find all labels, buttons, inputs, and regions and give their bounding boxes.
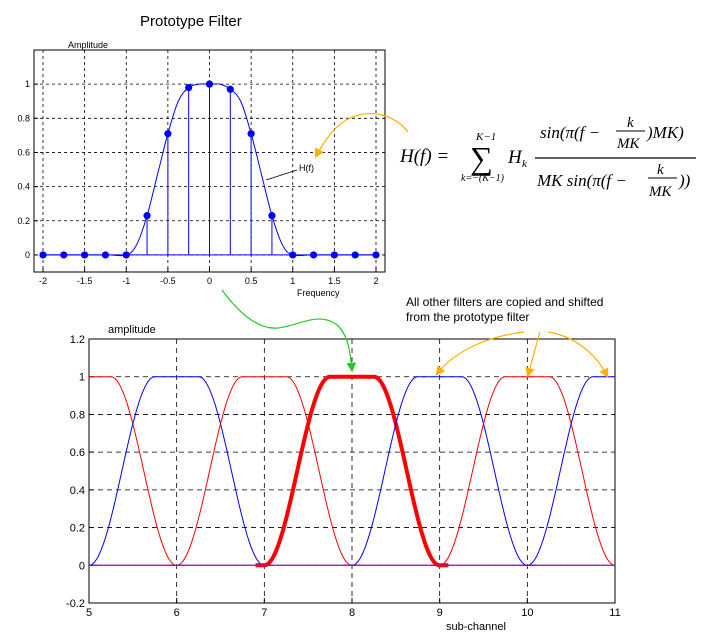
top-chart-stem-point [372,251,380,259]
bottom-chart-ytick-label: 1.2 [70,334,85,346]
top-chart-ytick-label: 0.8 [17,113,30,123]
bottom-chart-xtick-label: 11 [609,607,620,619]
top-chart-xtick-label: 1.5 [328,276,341,286]
bottom-chart-ytick-label: 0.2 [70,523,85,535]
bottom-chart-plot-area: 5 6 7 8 9 10 11 -0.2 0 0.2 0.4 0.6 0.8 1 1.2 [66,334,621,619]
top-chart-stem-point [143,212,151,220]
formula-den-frac-den: MK [648,184,672,200]
bottom-chart-ytick-label: -0.2 [66,598,85,610]
formula-coef: H [507,147,523,168]
top-chart-stem-point [185,83,193,92]
top-chart-ytick-label: 0.6 [17,147,30,157]
bottom-chart-xtick-label: 6 [174,607,180,619]
bottom-chart-ytick-label: 0.6 [70,447,85,459]
top-chart-xtick-label: 0 [207,276,212,286]
bottom-chart-xtick-label: 9 [437,607,443,619]
top-chart-xlabel: Frequency [297,288,340,298]
formula-denominator-a: MK sin(π(f − [536,171,627,190]
top-chart-xtick-label: 0.5 [245,276,258,286]
top-chart-xtick-label: -0.5 [160,276,176,286]
top-chart-ytick-label: 1 [25,79,30,89]
bottom-chart-ytick-label: 1 [79,372,85,384]
annotation-line1: All other filters are copied and shifted [406,295,603,309]
bottom-chart-filter-curve [343,376,537,566]
top-chart-xtick-label: 1 [290,276,295,286]
top-chart-stem-point [101,251,110,259]
formula-den-frac-num: k [657,162,664,178]
top-chart-ytick-label: 0.4 [17,182,30,192]
prototype-arrow [221,289,357,373]
top-chart-ytick-label: 0.2 [17,216,30,226]
top-chart-stem-point [289,251,297,259]
formula-sigma: ∑ [470,140,493,176]
top-chart-ytick-label: 0 [25,250,30,260]
copy-arrow-right [547,331,609,379]
bottom-chart-ylabel: amplitude [108,324,156,336]
copy-arrow-left [435,331,525,376]
annotation-line2: from the prototype filter [406,310,529,324]
curve-label-pointer [265,169,298,181]
top-chart-title: Prototype Filter [140,13,242,30]
copy-arrow-middle [525,331,541,378]
top-chart-stem-point [309,251,318,259]
top-chart-ylabel: Amplitude [68,40,108,50]
top-chart-stem-point [81,251,89,259]
bottom-chart-prototype-filter [255,374,449,568]
formula-denominator-b: )) [678,171,691,190]
formula: H(f) = K−1 ∑ k=−(K−1) H k sin(π(f − k MK… [399,115,696,200]
bottom-chart-xtick-label: 5 [86,607,92,619]
top-chart-stem-point [330,251,338,259]
top-chart-stem-point [205,80,214,88]
top-chart-xtick-label: -2 [39,276,47,286]
top-chart-stem-point [351,251,359,259]
top-chart-stem-point [226,85,234,93]
top-chart-xtick-label: -1.5 [77,276,93,286]
bottom-chart-filter-curve [89,376,186,566]
formula-arrow [314,113,409,159]
formula-sum-bottom: k=−(K−1) [461,173,505,184]
top-chart-stem-point [164,130,172,138]
top-chart-stem-point [60,251,68,259]
bottom-chart-filter-curve [518,376,615,566]
top-chart-stem-point [247,130,255,138]
bottom-chart-ytick-label: 0 [79,560,85,572]
bottom-chart-xlabel: sub-channel [446,621,506,633]
bottom-chart-filter-curve [167,376,361,566]
bottom-chart-ytick-label: 0.4 [70,485,85,497]
bottom-chart-ytick-label: 0.8 [70,409,85,421]
top-chart-xtick-label: -1 [122,276,130,286]
formula-lhs: H(f) = [399,146,449,167]
top-chart-stem-point [39,251,47,259]
formula-coef-sub: k [522,158,528,170]
formula-numerator-b: )MK) [646,123,684,142]
bottom-chart-xtick-label: 7 [261,607,267,619]
top-chart-xtick-label: 2 [373,276,378,286]
top-chart-plot-area: -2 -1.5 -1 -0.5 0 0.5 1 1.5 2 0 0.2 0.4 0.6 0.8 1 [17,49,386,286]
formula-num-frac-den: MK [616,136,640,152]
top-chart-stem-point [268,212,276,220]
formula-sum-top: K−1 [475,131,496,143]
bottom-chart-xtick-label: 10 [521,607,533,619]
bottom-chart-filter-curve [89,564,98,566]
bottom-chart-xtick-label: 8 [349,607,355,619]
bottom-chart-filter-curve [89,376,274,566]
top-chart-curve-label: H(f) [299,163,314,173]
top-chart-stem-point [122,251,130,259]
formula-num-frac-num: k [627,115,634,131]
formula-numerator-a: sin(π(f − [540,123,600,142]
